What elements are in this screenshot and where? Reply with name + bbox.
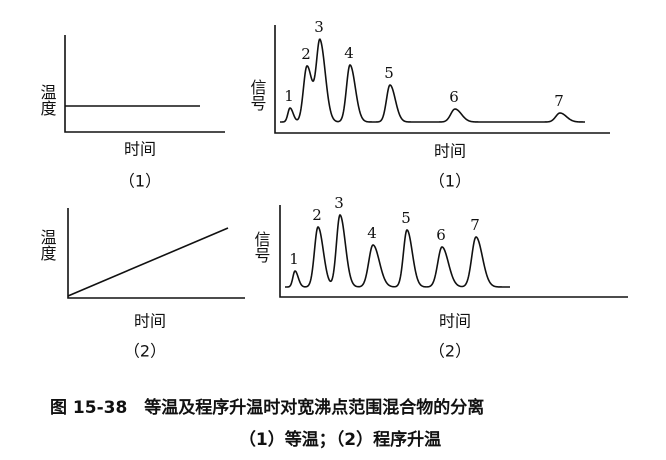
peak-label: 1 [284,87,294,105]
y-label: 温度 [38,229,57,261]
x-label: 时间 [134,312,166,331]
axes [64,35,225,133]
y-label: 信号 [252,231,271,264]
x-label: 时间 [439,312,471,331]
temperature-line [67,227,229,297]
peak-label: 6 [436,226,446,244]
peak-label: 4 [367,224,377,242]
peak-label: 7 [554,92,564,110]
figure-title: 图 15-38 等温及程序升温时对宽沸点范围混合物的分离 [50,397,484,418]
peak-label: 7 [470,216,480,234]
axes [279,205,628,298]
temp-panel-programmed: 温度 时间 （2） [38,208,245,361]
y-label: 信号 [248,79,267,112]
peak-label: 5 [384,64,394,82]
temp-panel-isothermal: 温度 时间 （1） [38,35,225,191]
peak-label: 6 [449,88,459,106]
peak-label: 4 [344,44,354,62]
peak-label: 2 [312,206,322,224]
panel-caption: （2） [429,342,471,361]
panel-caption: （1） [429,172,471,191]
peak-label: 2 [301,45,311,63]
y-label: 温度 [38,84,57,116]
axes [274,25,610,134]
x-label: 时间 [124,140,156,159]
peak-label: 1 [289,250,299,268]
panel-caption: （2） [124,342,166,361]
panel-caption: （1） [119,172,161,191]
peak-label: 3 [314,18,324,36]
chromatogram-trace [285,213,510,288]
axes [67,208,245,299]
chromatogram-trace [280,38,586,123]
peak-label: 3 [334,194,344,212]
peak-label: 5 [401,209,411,227]
x-label: 时间 [434,142,466,161]
figure-legend: （1）等温；（2）程序升温 [239,429,441,450]
